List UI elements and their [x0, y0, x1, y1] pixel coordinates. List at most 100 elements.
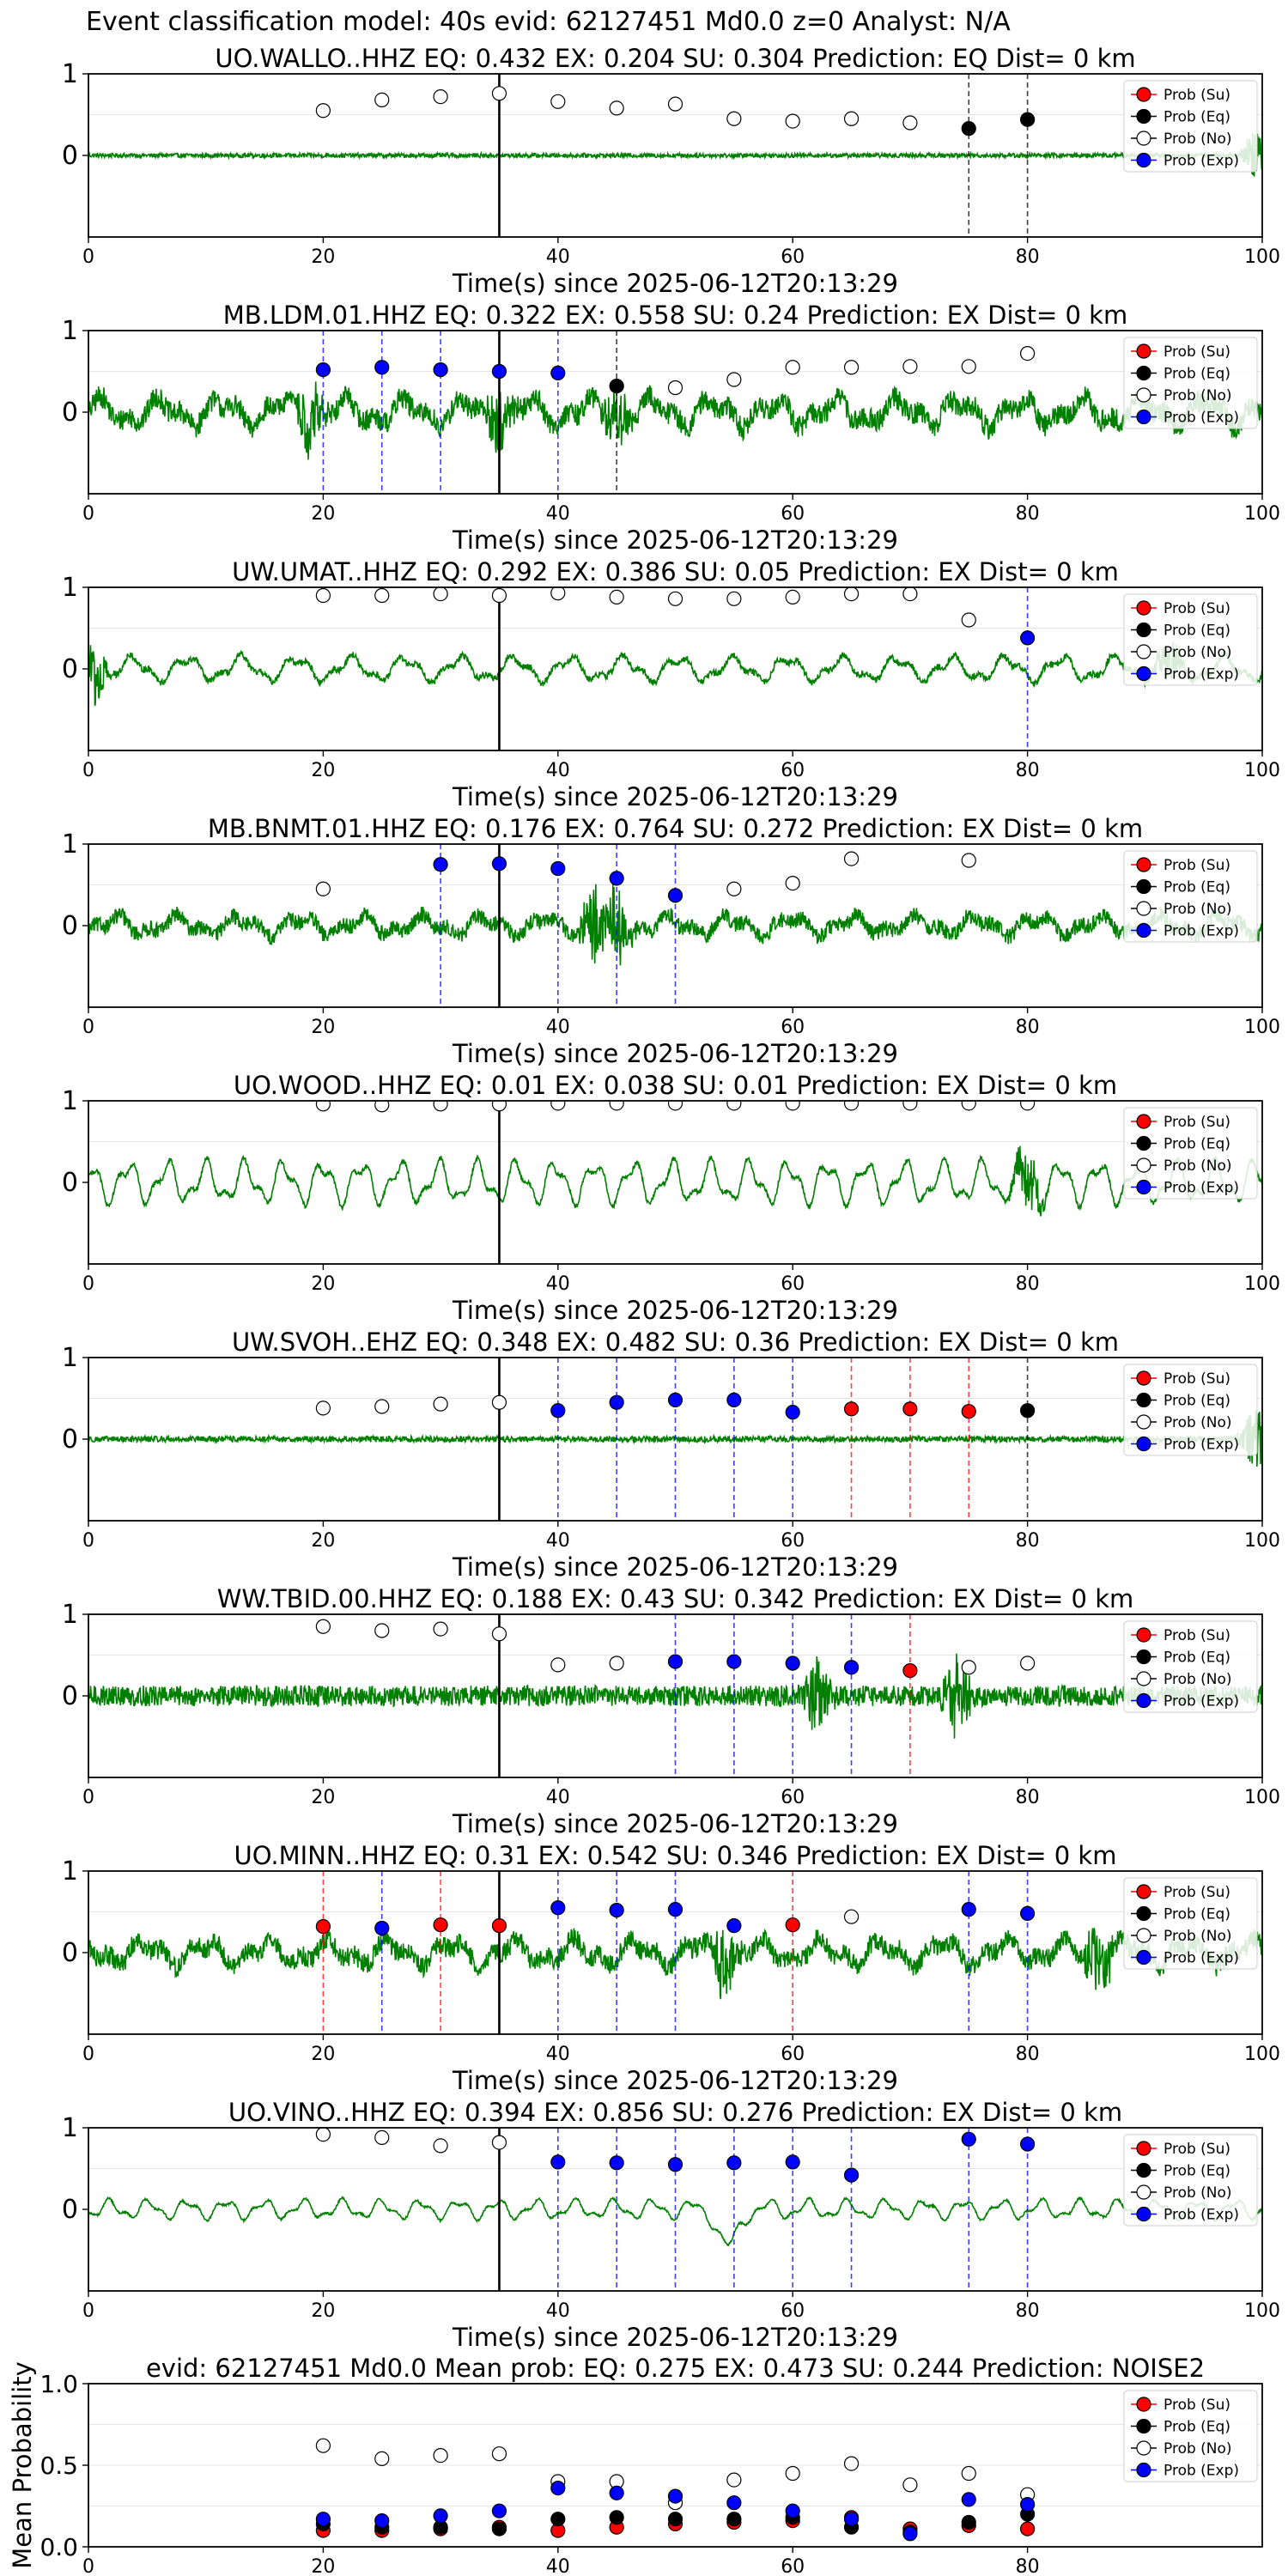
- legend-marker: [1136, 2418, 1151, 2434]
- legend-marker: [1136, 387, 1151, 403]
- x-tick-label: 100: [1244, 2300, 1280, 2322]
- prob-marker: [315, 2128, 331, 2142]
- prob-marker: [315, 1919, 331, 1935]
- prob-marker: [667, 380, 683, 396]
- legend-marker: [1136, 152, 1151, 168]
- legend-marker: [1136, 1135, 1151, 1151]
- x-tick-label: 0: [82, 1787, 94, 1808]
- legend-box: [1123, 80, 1258, 173]
- x-tick-label: 20: [311, 2556, 335, 2576]
- prob-marker: [374, 2129, 390, 2145]
- y-tick-label: 1: [62, 316, 78, 346]
- prob-marker: [315, 103, 331, 118]
- prob-marker: [902, 359, 918, 374]
- legend-label: Prob (Su): [1163, 857, 1230, 874]
- legend-label: Prob (Su): [1163, 1884, 1230, 1901]
- x-tick-label: 20: [311, 2044, 335, 2065]
- x-tick-label: 0: [82, 2300, 94, 2322]
- x-tick-label: 20: [311, 2300, 335, 2322]
- prob-marker: [785, 360, 800, 375]
- x-tick-label: 0: [82, 503, 94, 525]
- legend-label: Prob (Exp): [1163, 923, 1239, 940]
- legend-box: [1123, 1364, 1258, 1456]
- prob-marker: [491, 2135, 507, 2150]
- legend-label: Prob (Eq): [1163, 623, 1230, 640]
- y-tick-label: 0: [62, 1681, 78, 1711]
- legend-label: Prob (Eq): [1163, 2163, 1230, 2180]
- prob-marker: [609, 1656, 624, 1671]
- panel-9: UO.VINO..HHZ EQ: 0.394 EX: 0.856 SU: 0.2…: [62, 2098, 1280, 2352]
- x-axis-label: Time(s) since 2025-06-12T20:13:29: [452, 2323, 898, 2352]
- prob-marker: [433, 1101, 448, 1112]
- prob-marker: [961, 1660, 976, 1675]
- panel-1: UO.WALLO..HHZ EQ: 0.432 EX: 0.204 SU: 0.…: [62, 44, 1280, 298]
- y-tick-label: 0: [62, 141, 78, 171]
- panel-title: MB.LDM.01.HHZ EQ: 0.322 EX: 0.558 SU: 0.…: [223, 301, 1127, 330]
- prob-marker: [491, 1626, 507, 1642]
- prob-marker: [433, 2508, 448, 2524]
- prob-marker: [843, 2512, 860, 2527]
- prob-marker: [961, 1902, 976, 1917]
- prob-marker: [961, 359, 976, 374]
- x-tick-label: 60: [781, 2556, 805, 2576]
- x-tick-label: 60: [781, 1273, 805, 1295]
- legend: Prob (Su) Prob (Eq) Prob (No) Prob (Exp): [1123, 1107, 1258, 1200]
- x-tick-label: 80: [1016, 246, 1040, 268]
- prob-marker: [1019, 2521, 1036, 2537]
- legend-label: Prob (Eq): [1163, 1136, 1230, 1153]
- legend-marker: [1136, 1692, 1151, 1709]
- plot-content: [88, 844, 1262, 1007]
- prob-marker: [726, 1918, 742, 1934]
- prob-marker: [550, 1403, 566, 1419]
- x-tick-label: 100: [1244, 1530, 1280, 1552]
- legend-label: Prob (Su): [1163, 2397, 1230, 2414]
- prob-marker: [1019, 112, 1036, 127]
- x-tick-label: 0: [82, 246, 94, 268]
- prob-marker: [785, 875, 800, 891]
- prob-marker: [433, 1917, 448, 1933]
- legend-marker: [1136, 409, 1151, 425]
- legend-box: [1123, 850, 1258, 943]
- y-tick-label: 0: [62, 398, 78, 428]
- legend-label: Prob (No): [1163, 1671, 1232, 1688]
- prob-marker: [667, 888, 683, 903]
- x-tick-label: 40: [546, 2300, 570, 2322]
- legend-marker: [1136, 1436, 1151, 1452]
- prob-marker: [667, 1654, 683, 1669]
- prob-marker: [609, 871, 624, 886]
- x-tick-label: 40: [546, 1017, 570, 1038]
- x-tick-label: 0: [82, 1017, 94, 1038]
- legend-label: Prob (Su): [1163, 600, 1230, 617]
- legend-marker: [1136, 2462, 1151, 2478]
- prob-marker: [785, 1405, 800, 1420]
- y-tick-label: 0: [62, 1938, 78, 1968]
- prob-marker: [785, 1656, 800, 1671]
- plot-content: [88, 2128, 1262, 2291]
- prob-marker: [667, 2512, 683, 2527]
- prob-marker: [843, 1101, 860, 1111]
- panel-title: UO.VINO..HHZ EQ: 0.394 EX: 0.856 SU: 0.2…: [228, 2098, 1122, 2127]
- prob-marker: [433, 88, 448, 105]
- x-tick-label: 80: [1016, 760, 1040, 781]
- y-tick-label: 1: [62, 1856, 78, 1886]
- prob-marker: [667, 2488, 683, 2504]
- prob-marker: [374, 92, 390, 108]
- legend-marker: [1136, 2440, 1151, 2456]
- prob-marker: [609, 589, 624, 605]
- prob-marker: [961, 2492, 976, 2507]
- prob-marker: [843, 1401, 860, 1417]
- prob-marker: [667, 96, 683, 112]
- prob-marker: [961, 2465, 976, 2482]
- x-axis-label: Time(s) since 2025-06-12T20:13:29: [452, 526, 898, 555]
- legend-label: Prob (Su): [1163, 1114, 1230, 1131]
- panel-5: UO.WOOD..HHZ EQ: 0.01 EX: 0.038 SU: 0.01…: [62, 1071, 1280, 1325]
- prob-marker: [902, 2477, 918, 2493]
- panel-title: WW.TBID.00.HHZ EQ: 0.188 EX: 0.43 SU: 0.…: [217, 1584, 1134, 1613]
- panel-7: WW.TBID.00.HHZ EQ: 0.188 EX: 0.43 SU: 0.…: [62, 1584, 1280, 1838]
- legend-marker: [1136, 1157, 1151, 1173]
- prob-marker: [550, 2154, 566, 2170]
- legend-label: Prob (No): [1163, 2440, 1232, 2458]
- legend-marker: [1136, 1370, 1151, 1386]
- prob-marker: [1019, 346, 1036, 361]
